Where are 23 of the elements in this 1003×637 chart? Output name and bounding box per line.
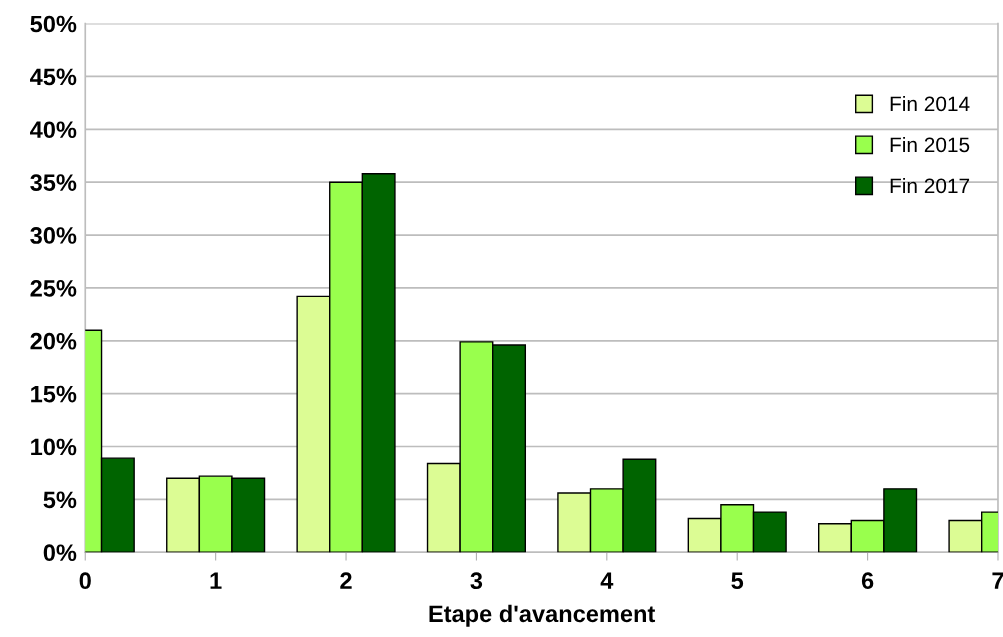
y-tick-label: 0% [43,544,77,562]
x-tick-label: 3 [470,572,483,590]
y-tick-label: 5% [43,491,77,509]
y-tick-label: 15% [31,385,77,403]
y-tick-label: 30% [30,227,77,244]
x-axis-title: Etape d'avancement [429,604,656,627]
x-tick-label: 1 [210,572,222,589]
y-tick-label: 40% [30,121,77,139]
y-tick-label: 20% [30,332,77,350]
x-tick-label: 4 [600,572,614,589]
y-tick-label: 45% [30,68,77,86]
y-tick-label: 35% [30,174,77,191]
x-tick-label: 6 [861,572,874,590]
legend-label: Fin 2015 [890,136,970,153]
x-tick-label: 7 [992,572,1003,589]
y-tick-label: 25% [30,279,77,297]
legend-label: Fin 2017 [890,177,970,194]
x-tick-label: 0 [79,572,91,590]
y-tick-label: 10% [31,438,77,456]
legend-label: Fin 2014 [890,95,970,112]
y-tick-label: 50% [30,15,77,33]
x-tick-label: 2 [340,572,352,589]
x-tick-label: 5 [731,572,744,590]
